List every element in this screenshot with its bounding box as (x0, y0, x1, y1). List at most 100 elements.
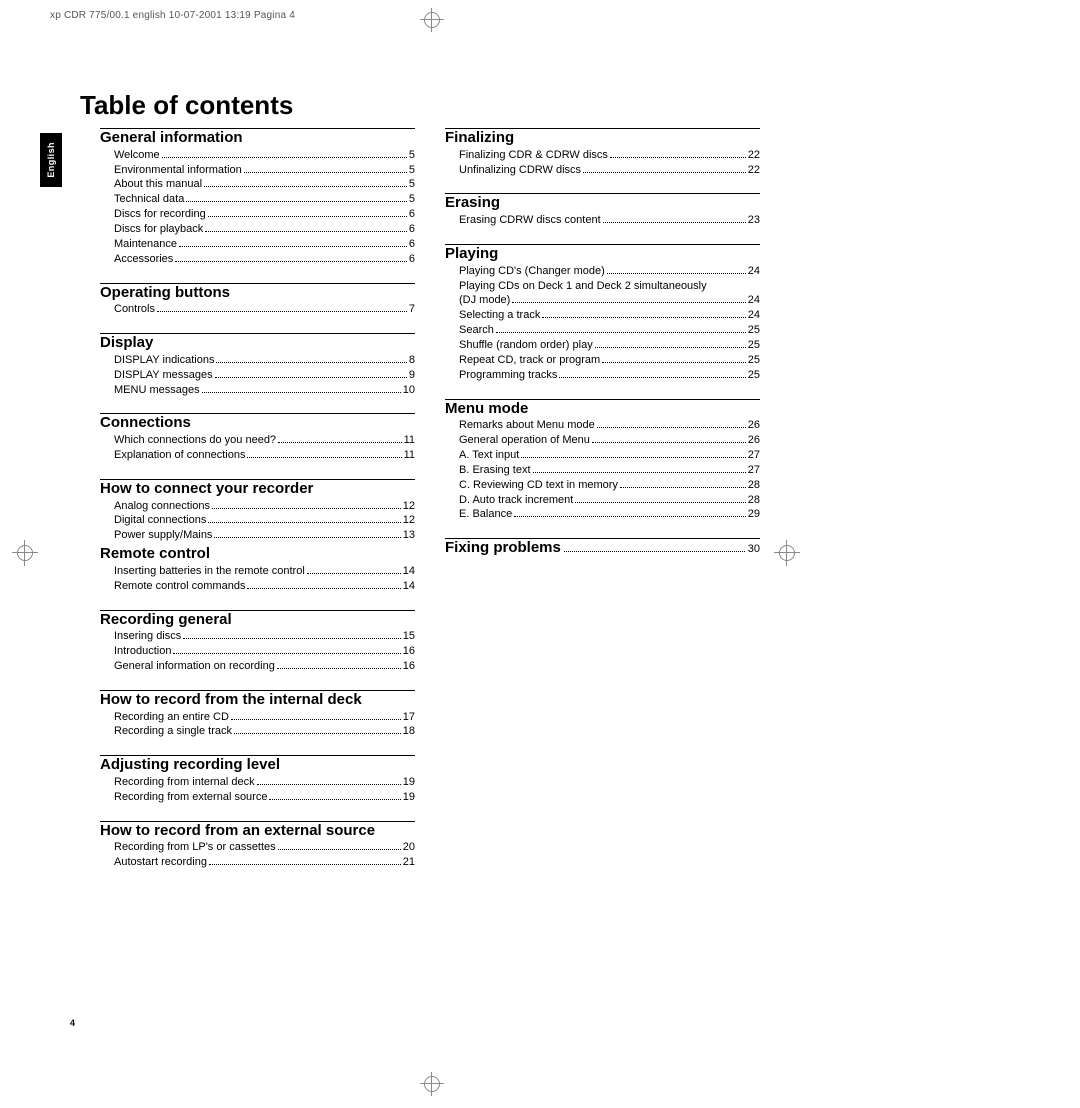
toc-dots (592, 438, 746, 444)
toc-heading: Fixing problems30 (445, 538, 760, 556)
toc-heading: How to record from the internal deck (100, 690, 415, 708)
toc-entry: Programming tracks25 (459, 368, 760, 383)
toc-entries: Recording an entire CD17Recording a sing… (100, 710, 415, 740)
toc-entry-label: Technical data (114, 192, 184, 207)
toc-entry-page: 23 (748, 213, 760, 228)
toc-entry: MENU messages10 (114, 383, 415, 398)
toc-entry: General operation of Menu26 (459, 433, 760, 448)
toc-entry: Finalizing CDR & CDRW discs22 (459, 148, 760, 163)
toc-entry-page: 24 (748, 264, 760, 279)
toc-entry-page: 11 (404, 433, 415, 448)
toc-entry-page: 26 (748, 418, 760, 433)
toc-entries: Insering discs15Introduction16General in… (100, 629, 415, 674)
toc-heading: Operating buttons (100, 283, 415, 301)
toc-entry: Playing CD's (Changer mode) 24 (459, 264, 760, 279)
toc-entry-page: 5 (409, 163, 415, 178)
toc-dots (244, 167, 407, 173)
page-number: 4 (70, 1018, 75, 1028)
toc-entry-page: 10 (403, 383, 415, 398)
toc-entry-page: 12 (403, 499, 415, 514)
toc-entry-label: Insering discs (114, 629, 181, 644)
toc-entry-label: Which connections do you need? (114, 433, 276, 448)
toc-entry: Playing CDs on Deck 1 and Deck 2 simulta… (459, 279, 760, 294)
toc-entry-label: Accessories (114, 252, 173, 267)
toc-entry-label: Recording from external source (114, 790, 267, 805)
toc-entry-page: 26 (748, 433, 760, 448)
crop-mark-top-icon (420, 8, 444, 32)
toc-entry: Analog connections 12 (114, 499, 415, 514)
toc-dots (597, 423, 746, 429)
toc-entry-label: Unfinalizing CDRW discs (459, 163, 581, 178)
toc-entries: Finalizing CDR & CDRW discs22Unfinalizin… (445, 148, 760, 178)
toc-heading: Recording general (100, 610, 415, 628)
toc-dots (602, 357, 746, 363)
toc-entry-page: 16 (403, 644, 415, 659)
toc-dots (179, 241, 407, 247)
toc-entry: General information on recording16 (114, 659, 415, 674)
toc-dots (212, 503, 401, 509)
toc-entry-page: 27 (748, 448, 760, 463)
toc-entry-label: General information on recording (114, 659, 275, 674)
toc-entry-label: Discs for playback (114, 222, 203, 237)
toc-entry-label: Analog connections (114, 499, 210, 514)
toc-entry-label: D. Auto track increment (459, 493, 573, 508)
toc-entry-page: 5 (409, 148, 415, 163)
toc-entry-label: Inserting batteries in the remote contro… (114, 564, 305, 579)
toc-dots (157, 307, 407, 313)
toc-dots (542, 313, 745, 319)
toc-entry-label: B. Erasing text (459, 463, 531, 478)
toc-section: General informationWelcome5Environmental… (100, 128, 415, 267)
toc-entry-page: 14 (403, 579, 415, 594)
toc-entry-page: 27 (748, 463, 760, 478)
toc-entries: DISPLAY indications8DISPLAY messages9MEN… (100, 353, 415, 398)
toc-section: DisplayDISPLAY indications8DISPLAY messa… (100, 333, 415, 397)
toc-entries: Recording from LP's or cassettes20Autost… (100, 840, 415, 870)
toc-entry: Welcome 5 (114, 148, 415, 163)
toc-entry: Erasing CDRW discs content23 (459, 213, 760, 228)
toc-entry-page: 25 (748, 338, 760, 353)
toc-dots (610, 152, 746, 158)
toc-entry-page: 6 (409, 237, 415, 252)
toc-entry: DISPLAY messages 9 (114, 368, 415, 383)
toc-entry-label: Recording from internal deck (114, 775, 255, 790)
toc-dots (559, 372, 745, 378)
toc-dots (214, 533, 400, 539)
toc-entry-label: Search (459, 323, 494, 338)
toc-entries: Recording from internal deck 19 Recording … (100, 775, 415, 805)
toc-entry: (DJ mode)24 (459, 293, 760, 308)
toc-dots (202, 387, 401, 393)
language-tab: English (40, 133, 62, 187)
toc-entry: Recording a single track18 (114, 724, 415, 739)
toc-entries: Which connections do you need?11Explanat… (100, 433, 415, 463)
toc-heading: Finalizing (445, 128, 760, 146)
toc-entry: A. Text input27 (459, 448, 760, 463)
toc-dots (564, 544, 745, 552)
toc-entry: E. Balance29 (459, 507, 760, 522)
toc-heading: Adjusting recording level (100, 755, 415, 773)
toc-entry-label: C. Reviewing CD text in memory (459, 478, 618, 493)
toc-section: ErasingErasing CDRW discs content23 (445, 193, 760, 228)
toc-dots (231, 714, 401, 720)
toc-heading: Connections (100, 413, 415, 431)
toc-entry-label: Finalizing CDR & CDRW discs (459, 148, 608, 163)
toc-entry-label: Recording a single track (114, 724, 232, 739)
toc-entry-page: 19 (403, 790, 415, 805)
toc-section: Remote controlInserting batteries in the… (100, 545, 415, 593)
toc-entry: Controls7 (114, 302, 415, 317)
toc-entry-label: About this manual (114, 177, 202, 192)
toc-section: Operating buttonsControls7 (100, 283, 415, 318)
toc-entry-label: Welcome (114, 148, 160, 163)
toc-entry-label: Recording from LP's or cassettes (114, 840, 276, 855)
toc-entry-label: DISPLAY messages (114, 368, 213, 383)
toc-heading: Playing (445, 244, 760, 262)
toc-dots (247, 452, 401, 458)
toc-entry-label: Maintenance (114, 237, 177, 252)
crop-mark-bottom-icon (420, 1072, 444, 1096)
toc-dots (208, 212, 407, 218)
toc-entry-label: Playing CD's (Changer mode) (459, 264, 605, 279)
toc-entry: Discs for recording6 (114, 207, 415, 222)
toc-heading: Menu mode (445, 399, 760, 417)
toc-entry: C. Reviewing CD text in memory28 (459, 478, 760, 493)
toc-entry-page: 9 (409, 368, 415, 383)
toc-entry-page: 11 (404, 448, 415, 463)
